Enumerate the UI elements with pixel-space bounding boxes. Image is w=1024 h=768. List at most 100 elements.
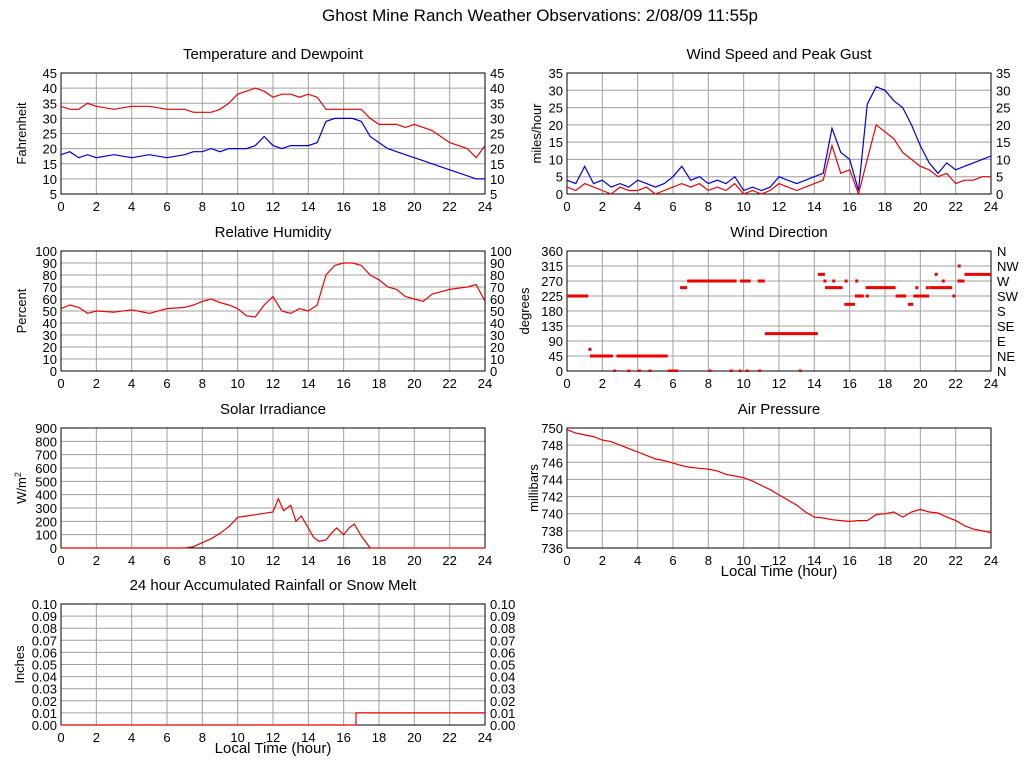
x-tick-label: 12: [266, 553, 280, 568]
x-tick-label: 16: [336, 376, 350, 391]
compass-label: N: [997, 244, 1006, 259]
y-tick-label: 20: [549, 118, 563, 133]
y-tick-label: 225: [541, 289, 563, 304]
y-tick-label: 360: [541, 244, 563, 259]
y-tick-label-right: 5: [996, 170, 1003, 185]
y-tick-label: 700: [35, 448, 57, 463]
x-tick-label: 24: [478, 199, 492, 214]
direction-point: [934, 272, 938, 276]
x-tick-label: 22: [948, 199, 962, 214]
y-tick-label: 40: [43, 316, 57, 331]
x-tick-label: 14: [807, 199, 821, 214]
y-tick-label: 30: [43, 111, 57, 126]
y-tick-label-right: 40: [490, 81, 504, 96]
x-tick-label: 12: [266, 199, 280, 214]
y-tick-label-right: 10: [490, 172, 504, 187]
compass-label: E: [997, 334, 1006, 349]
x-tick-label: 2: [599, 199, 606, 214]
x-tick-label: 14: [301, 553, 315, 568]
pressure-frame: [566, 427, 992, 549]
y-tick-label-right: 45: [490, 66, 504, 81]
x-tick-label: 12: [266, 376, 280, 391]
x-tick-label: 4: [634, 553, 641, 568]
x-tick-label: 4: [128, 730, 135, 745]
y-tick-label-right: 0.03: [490, 682, 515, 697]
x-tick-label: 14: [301, 199, 315, 214]
y-tick-label: 0.05: [32, 658, 57, 673]
y-tick-label: 736: [541, 541, 563, 556]
x-tick-label: 4: [634, 376, 641, 391]
x-tick-label: 22: [442, 376, 456, 391]
y-tick-label: 0.10: [32, 597, 57, 612]
y-tick-label: 5: [556, 170, 563, 185]
x-tick-label: 16: [336, 553, 350, 568]
direction-point: [832, 279, 836, 283]
y-tick-label-right: 0: [490, 364, 497, 379]
direction-point: [925, 286, 929, 290]
y-tick-label: 0.00: [32, 718, 57, 733]
y-tick-label: 80: [43, 268, 57, 283]
direction-point: [729, 369, 733, 372]
x-tick-label: 2: [93, 376, 100, 391]
humidity-ylabel: Percent: [14, 288, 29, 333]
y-tick-label-right: 100: [490, 244, 512, 259]
direction-point: [708, 369, 712, 372]
y-tick-label-right: 5: [490, 187, 497, 202]
y-tick-label: 60: [43, 292, 57, 307]
x-tick-label: 12: [772, 376, 786, 391]
y-tick-label: 25: [549, 101, 563, 116]
x-tick-label: 6: [163, 730, 170, 745]
y-tick-label: 738: [541, 524, 563, 539]
y-tick-label-right: 35: [490, 96, 504, 111]
y-tick-label: 0.07: [32, 633, 57, 648]
y-tick-label-right: 0.05: [490, 658, 515, 673]
x-tick-label: 2: [93, 730, 100, 745]
y-tick-label: 10: [43, 352, 57, 367]
x-tick-label: 4: [128, 199, 135, 214]
y-tick-label-right: 10: [996, 152, 1010, 167]
x-tick-label: 20: [913, 553, 927, 568]
y-tick-label: 0.08: [32, 621, 57, 636]
y-tick-label: 0.03: [32, 682, 57, 697]
x-tick-label: 8: [199, 553, 206, 568]
y-tick-label: 35: [549, 66, 563, 81]
direction-point: [823, 279, 827, 283]
x-tick-label: 22: [442, 553, 456, 568]
solar-frame: [60, 427, 486, 549]
y-tick-label: 15: [43, 157, 57, 172]
x-tick-label: 10: [230, 376, 244, 391]
direction-ylabel: degrees: [517, 287, 532, 334]
y-tick-label: 30: [549, 83, 563, 98]
y-tick-label: 180: [541, 304, 563, 319]
pressure-title: Air Pressure: [738, 401, 821, 418]
x-tick-label: 14: [301, 730, 315, 745]
x-tick-label: 0: [57, 553, 64, 568]
x-tick-label: 6: [669, 199, 676, 214]
compass-label: SW: [997, 289, 1019, 304]
x-tick-label: 6: [163, 553, 170, 568]
direction-point: [637, 369, 641, 372]
y-tick-label: 742: [541, 490, 563, 505]
x-tick-label: 22: [948, 553, 962, 568]
x-tick-label: 12: [772, 199, 786, 214]
y-tick-label-right: 70: [490, 280, 504, 295]
y-tick-label: 50: [43, 304, 57, 319]
wind-data: [567, 86, 991, 195]
x-tick-label: 12: [266, 730, 280, 745]
y-tick-label-right: 20: [490, 340, 504, 355]
temperature-title: Temperature and Dewpoint: [183, 46, 364, 63]
x-tick-label: 24: [478, 376, 492, 391]
x-tick-label: 18: [878, 553, 892, 568]
humidity-data: [61, 262, 485, 318]
y-tick-label: 0: [50, 364, 57, 379]
humidity-frame: [60, 250, 486, 372]
rainfall-chart: 24 hour Accumulated Rainfall or Snow Mel…: [12, 577, 515, 757]
x-tick-label: 8: [705, 553, 712, 568]
x-tick-label: 6: [669, 376, 676, 391]
y-tick-label: 135: [541, 319, 563, 334]
humidity-title: Relative Humidity: [215, 224, 332, 241]
pressure-ylabel: millibars: [526, 464, 541, 512]
